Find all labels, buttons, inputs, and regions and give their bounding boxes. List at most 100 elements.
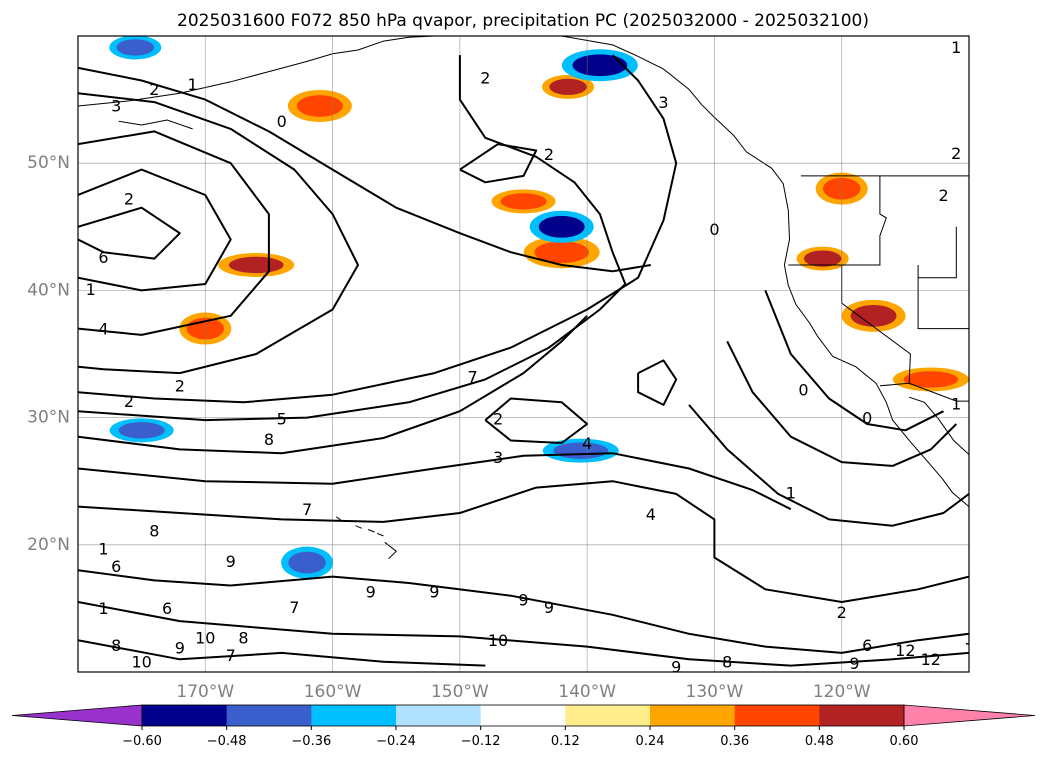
lon-tick-label: 130°W bbox=[686, 682, 744, 702]
contour-label: 2 bbox=[124, 190, 134, 209]
contour-line bbox=[78, 206, 181, 260]
contour-label: 9 bbox=[429, 583, 439, 602]
contour-label: 1 bbox=[98, 599, 108, 618]
precip-blob bbox=[572, 54, 628, 77]
precip-blob bbox=[903, 371, 959, 388]
contour-label: 2 bbox=[149, 80, 159, 99]
contour-line bbox=[726, 340, 958, 467]
colorbar-segment bbox=[142, 705, 228, 726]
colorbar-segment bbox=[565, 705, 651, 726]
precip-blob bbox=[228, 256, 284, 274]
colorbar-segment bbox=[819, 705, 905, 726]
contour-line bbox=[78, 480, 969, 603]
contour-line bbox=[637, 359, 678, 406]
contour-label: 9 bbox=[226, 552, 236, 571]
contour-line bbox=[78, 315, 588, 455]
contour-label: 2 bbox=[837, 603, 847, 622]
contour-line bbox=[78, 639, 486, 667]
colorbar-tick-label: 0.12 bbox=[551, 734, 580, 749]
colorbar-tick-label: 0.24 bbox=[636, 734, 665, 749]
colorbar-tick-label: −0.60 bbox=[122, 734, 162, 749]
contour-label: 2 bbox=[544, 145, 554, 164]
colorbar-segment bbox=[734, 705, 820, 726]
latitude-labels: 50°N 40°N 30°N 20°N bbox=[27, 153, 70, 555]
contour-label: 8 bbox=[722, 653, 732, 672]
lon-tick-label: 150°W bbox=[431, 682, 489, 702]
qvapor-contours bbox=[78, 54, 969, 667]
contour-label: 7 bbox=[289, 598, 299, 617]
coastlines bbox=[78, 36, 969, 560]
contour-label: 2 bbox=[938, 186, 948, 205]
coastline-segment bbox=[355, 525, 362, 529]
contour-label: 9 bbox=[175, 639, 185, 658]
precip-blob bbox=[850, 304, 897, 327]
colorbar-tick-label: 0.36 bbox=[720, 734, 749, 749]
colorbar-outline bbox=[141, 704, 905, 727]
contour-label: 1 bbox=[86, 280, 96, 299]
precip-blob bbox=[534, 241, 590, 264]
contour-line bbox=[78, 92, 359, 375]
coastline-segment bbox=[788, 175, 887, 266]
longitude-labels: 170°W 160°W 150°W 140°W 130°W 120°W bbox=[176, 682, 870, 702]
contour-label: 3 bbox=[111, 97, 121, 116]
precip-pc-shading bbox=[109, 36, 969, 579]
colorbar-segment bbox=[226, 705, 312, 726]
contour-label: 9 bbox=[544, 598, 554, 617]
contour-label: 10 bbox=[195, 628, 215, 647]
contour-label: 8 bbox=[238, 628, 248, 647]
precip-blob bbox=[118, 422, 165, 439]
contour-label: 9 bbox=[518, 590, 528, 609]
colorbar: −0.60 −0.48 −0.36 −0.24 −0.12 0.12 0.24 0.36 0.4… bbox=[11, 704, 1036, 749]
contour-label: 1 bbox=[964, 630, 974, 649]
contour-label: 7 bbox=[302, 500, 312, 519]
contour-label: 4 bbox=[646, 505, 656, 524]
lat-tick-label: 30°N bbox=[27, 408, 70, 428]
colorbar-extend-max bbox=[903, 704, 1036, 727]
contour-label: 8 bbox=[111, 636, 121, 655]
contour-line bbox=[764, 290, 944, 432]
contour-label: 4 bbox=[98, 319, 108, 338]
contour-label: 2 bbox=[175, 377, 185, 396]
contour-label: 8 bbox=[264, 430, 274, 449]
colorbar-tick-label: 0.48 bbox=[805, 734, 834, 749]
colorbar-tick-label: −0.36 bbox=[291, 734, 331, 749]
colorbar-segment bbox=[396, 705, 482, 726]
colorbar-tick-label: −0.24 bbox=[376, 734, 416, 749]
contour-label: 2 bbox=[480, 69, 490, 88]
contour-label: 10 bbox=[488, 631, 508, 650]
contour-label: 3 bbox=[658, 93, 668, 112]
map-frame bbox=[77, 35, 970, 673]
coastline-segment bbox=[917, 265, 969, 330]
contour-line bbox=[484, 397, 589, 444]
contour-label: 9 bbox=[671, 658, 681, 677]
contour-label: 1 bbox=[786, 483, 796, 502]
contour-line bbox=[78, 54, 678, 404]
contour-label: 6 bbox=[862, 636, 872, 655]
contour-label: 9 bbox=[366, 583, 376, 602]
colorbar-extend-min bbox=[11, 704, 143, 727]
coastline-segment bbox=[384, 541, 397, 560]
coastline-segment bbox=[368, 529, 375, 533]
colorbar-tick-label: −0.12 bbox=[461, 734, 501, 749]
contour-label: 6 bbox=[111, 557, 121, 576]
map-background bbox=[78, 36, 969, 672]
contour-label: 1 bbox=[98, 539, 108, 558]
contour-label: 0 bbox=[798, 380, 808, 399]
contour-label: 0 bbox=[709, 220, 719, 239]
precip-blob bbox=[553, 442, 609, 459]
precip-blob bbox=[296, 95, 343, 117]
contour-label: 6 bbox=[162, 599, 172, 618]
contour-label: 6 bbox=[98, 248, 108, 267]
contour-label: 1 bbox=[187, 75, 197, 94]
colorbar-tick-label: −0.48 bbox=[207, 734, 247, 749]
coastline-segment bbox=[78, 36, 435, 107]
lat-tick-label: 40°N bbox=[27, 280, 70, 300]
contour-line bbox=[78, 168, 232, 292]
lat-tick-label: 20°N bbox=[27, 535, 70, 555]
coastline-segment bbox=[879, 382, 969, 402]
contour-line bbox=[688, 404, 969, 527]
contour-line bbox=[78, 66, 651, 273]
contour-line bbox=[78, 452, 792, 511]
coastline-segment bbox=[376, 532, 384, 537]
